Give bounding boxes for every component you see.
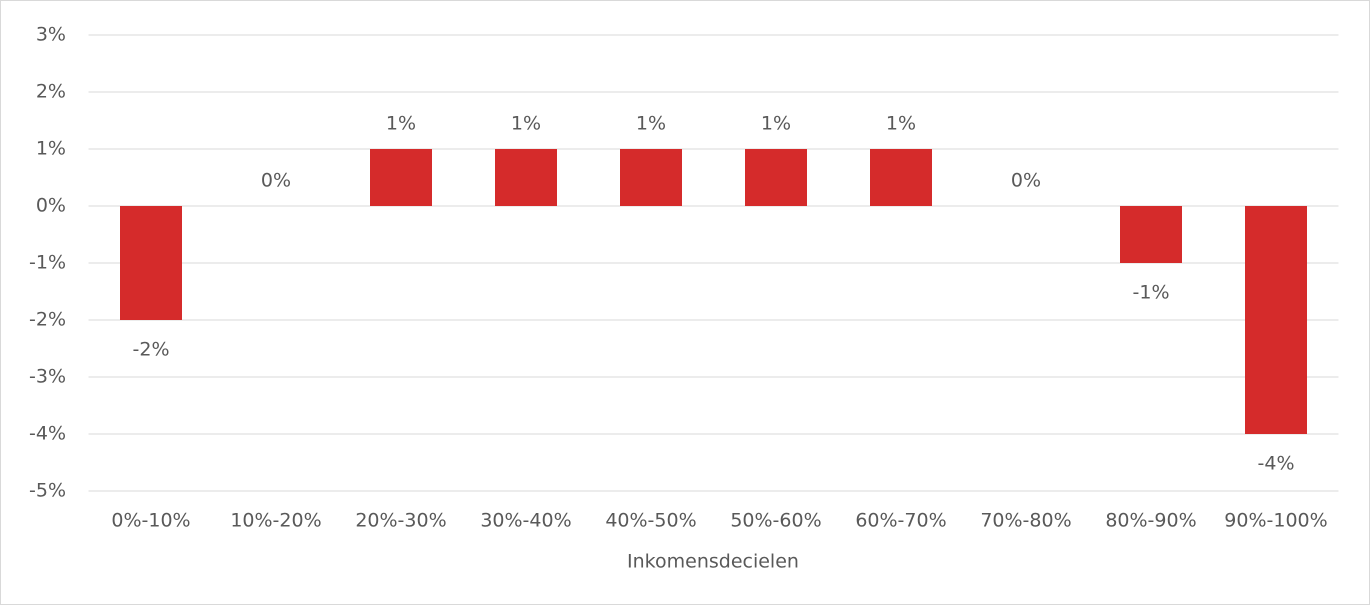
data-label: 1% [511,113,541,135]
bar [620,149,682,206]
data-label: 1% [886,113,916,135]
x-tick-label: 0%-10% [111,510,190,532]
bar [745,149,807,206]
bar [870,149,932,206]
bar [1120,206,1182,263]
bar [1245,206,1307,434]
y-tick-label: -2% [29,309,66,331]
data-label: 1% [386,113,416,135]
x-tick-label: 90%-100% [1224,510,1327,532]
x-axis-title: Inkomensdecielen [627,551,799,573]
y-tick-label: 0% [36,195,66,217]
x-tick-label: 60%-70% [855,510,946,532]
y-tick-label: 3% [36,24,66,46]
x-tick-label: 70%-80% [980,510,1071,532]
x-tick-label: 20%-30% [355,510,446,532]
y-tick-label: -1% [29,252,66,274]
y-tick-label: -3% [29,366,66,388]
y-tick-label: -4% [29,423,66,445]
y-tick-label: 1% [36,138,66,160]
x-tick-label: 40%-50% [605,510,696,532]
bar [370,149,432,206]
x-tick-label: 10%-20% [230,510,321,532]
data-label: 0% [261,170,291,192]
y-tick-label: -5% [29,480,66,502]
data-label: -2% [133,339,170,361]
data-label: 0% [1011,170,1041,192]
data-label: 1% [636,113,666,135]
x-tick-label: 30%-40% [480,510,571,532]
x-tick-label: 80%-90% [1105,510,1196,532]
data-label: 1% [761,113,791,135]
bar [120,206,182,320]
data-label: -1% [1133,282,1170,304]
data-label: -4% [1258,453,1295,475]
x-tick-label: 50%-60% [730,510,821,532]
y-tick-label: 2% [36,81,66,103]
bar [495,149,557,206]
